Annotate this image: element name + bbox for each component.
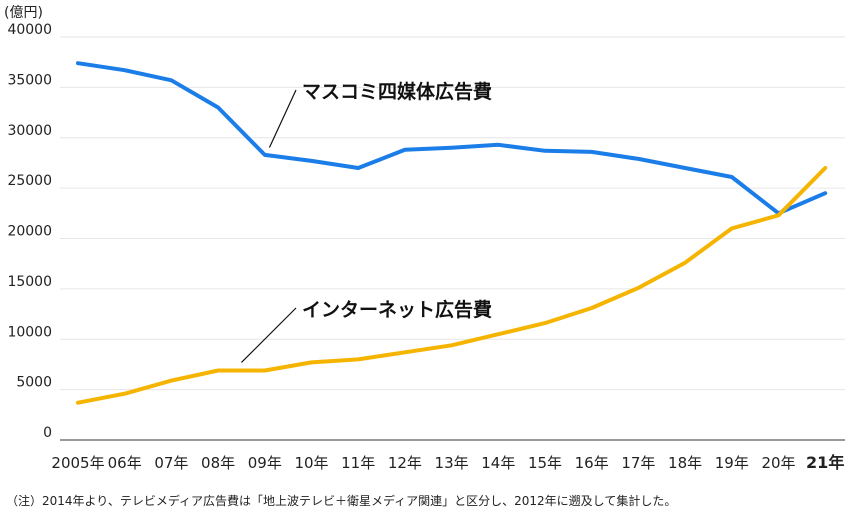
x-tick-label: 18年 [668,454,702,472]
footnote: （注）2014年より、テレビメディア広告費は「地上波テレビ＋衛星メディア関連」と… [6,494,677,508]
series-label-internet: インターネット広告費 [302,298,492,321]
x-tick-label: 21年 [806,453,844,472]
y-axis-ticks: 0 5000 10000 15000 20000 25000 30000 35000 40000 [7,22,52,441]
x-tick-label: 17年 [621,454,655,472]
x-tick-label: 11年 [341,454,375,472]
y-tick-label: 10000 [7,324,52,340]
x-tick-label: 19年 [715,454,749,472]
x-tick-label: 09年 [248,454,282,472]
x-tick-label: 20年 [761,454,795,472]
x-tick-label: 16年 [575,454,609,472]
y-tick-label: 35000 [7,72,52,88]
y-axis-unit-label: (億円) [4,5,43,21]
y-tick-label: 20000 [7,224,52,240]
x-axis-ticks: 2005年 06年 07年 08年 09年 10年 11年 12年 13年 14年 15年 16年 17… [51,453,844,472]
series-line-mass-media [76,61,828,216]
y-tick-label: 25000 [7,173,52,189]
y-tick-label: 5000 [16,375,52,391]
x-tick-label: 13年 [435,454,469,472]
gridlines [60,36,845,441]
x-tick-label: 08年 [201,454,235,472]
y-tick-label: 15000 [7,274,52,290]
x-tick-label: 2005年 [51,454,104,472]
series-label-mass-media: マスコミ四媒体広告費 [302,80,492,103]
series-line-internet [76,166,828,405]
line-chart: 0 5000 10000 15000 20000 25000 30000 35000 40000… [4,5,845,472]
leader-line-internet [241,307,297,363]
x-tick-label: 15年 [528,454,562,472]
leader-line-mass-media [268,89,297,148]
x-tick-label: 07年 [154,454,188,472]
y-tick-label: 40000 [7,22,52,38]
x-tick-label: 12年 [388,454,422,472]
y-tick-label: 0 [43,425,52,441]
x-tick-label: 06年 [108,454,142,472]
series-lines [76,61,828,405]
x-tick-label: 14年 [481,454,515,472]
y-tick-label: 30000 [7,123,52,139]
x-tick-label: 10年 [294,454,328,472]
